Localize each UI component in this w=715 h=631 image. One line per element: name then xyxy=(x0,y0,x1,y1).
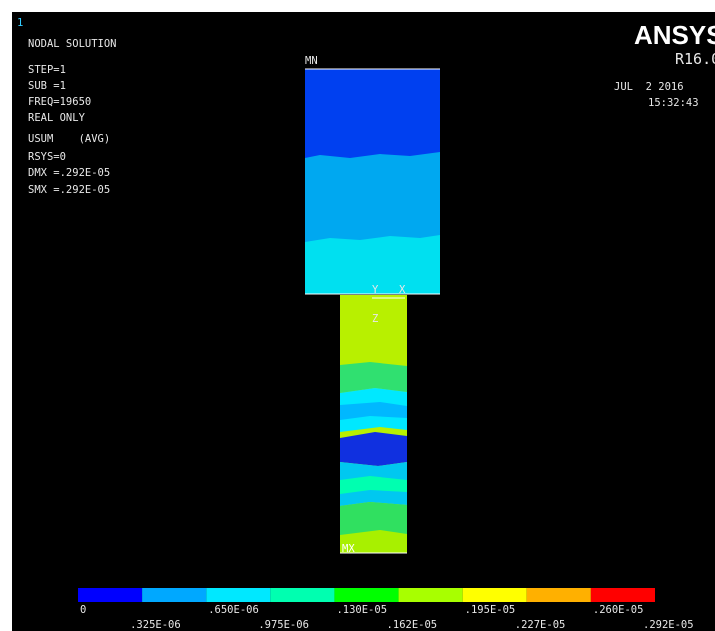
legend-swatch xyxy=(206,588,270,602)
legend-swatch xyxy=(334,588,398,602)
min-label: MN xyxy=(305,55,318,67)
max-label: MX xyxy=(342,543,355,555)
band xyxy=(305,69,440,158)
legend-swatch xyxy=(270,588,334,602)
legend-swatch xyxy=(399,588,463,602)
brand-name: ANSYS xyxy=(634,20,715,50)
info-line: USUM (AVG) xyxy=(28,133,110,145)
legend-label: .975E-06 xyxy=(258,619,309,631)
axis-label: Z xyxy=(372,313,378,325)
legend-swatch xyxy=(527,588,591,602)
time: 15:32:43 xyxy=(648,97,699,109)
legend-label: .650E-06 xyxy=(208,604,259,616)
info-line: SMX =.292E-05 xyxy=(28,184,110,196)
legend-swatch xyxy=(591,588,655,602)
info-line: SUB =1 xyxy=(28,80,66,92)
band xyxy=(340,432,407,466)
legend-swatch xyxy=(78,588,142,602)
legend-label: .162E-05 xyxy=(387,619,438,631)
legend-label: .130E-05 xyxy=(336,604,387,616)
info-line: NODAL SOLUTION xyxy=(28,38,117,50)
legend-label: .292E-05 xyxy=(643,619,694,631)
window-number: 1 xyxy=(17,17,23,29)
brand-release: R16.0 xyxy=(675,50,715,68)
info-line: REAL ONLY xyxy=(28,112,86,124)
legend-swatch xyxy=(463,588,527,602)
legend-label: .227E-05 xyxy=(515,619,566,631)
legend-label: 0 xyxy=(80,604,86,616)
legend-label: .260E-05 xyxy=(593,604,644,616)
legend-label: .195E-05 xyxy=(465,604,516,616)
axis-label: X xyxy=(399,284,406,296)
legend-label: .325E-06 xyxy=(130,619,181,631)
info-line: DMX =.292E-05 xyxy=(28,167,110,179)
axis-label: Y xyxy=(372,284,379,296)
info-line: STEP=1 xyxy=(28,64,66,76)
legend-swatch xyxy=(142,588,206,602)
ansys-window: 1 NODAL SOLUTION STEP=1 SUB =1 FREQ=1965… xyxy=(0,0,715,631)
date: JUL 2 2016 xyxy=(614,81,684,93)
info-line: RSYS=0 xyxy=(28,151,66,163)
info-line: FREQ=19650 xyxy=(28,96,91,108)
